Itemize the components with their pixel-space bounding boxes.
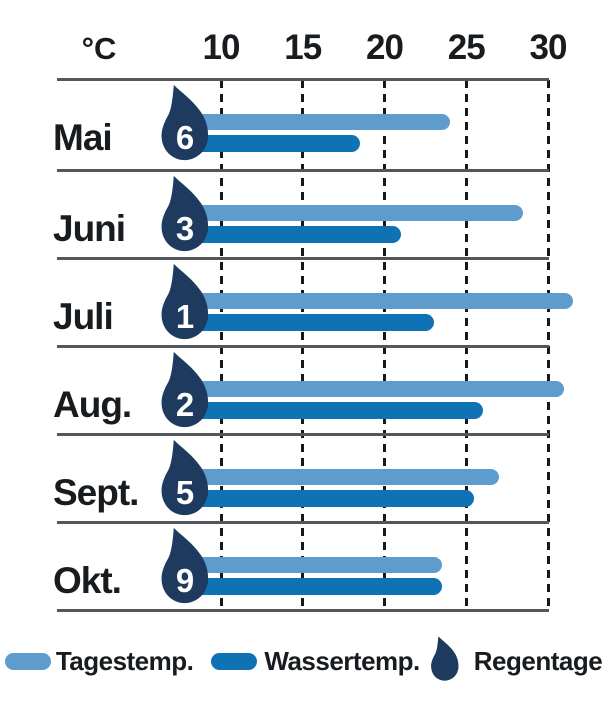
grid-line-vertical (301, 80, 305, 609)
raindrop-icon: 3 (158, 174, 214, 253)
axis-tick-label: 10 (202, 28, 241, 67)
axis-line-horizontal (57, 521, 549, 524)
raindrop-icon: 9 (158, 526, 214, 605)
water-temp-legend-label: Wassertemp. (264, 645, 420, 676)
water-temp-bar (183, 314, 434, 331)
water-temp-swatch (211, 652, 258, 670)
month-label: Sept. (53, 472, 139, 513)
raindrop-icon: 5 (158, 438, 214, 517)
month-label: Aug. (53, 384, 132, 425)
water-temp-bar (183, 135, 360, 152)
month-label: Juni (53, 208, 126, 249)
axis-tick-label: 25 (447, 28, 486, 67)
rain-days-count: 1 (176, 298, 194, 335)
axis-unit-label: °C (81, 31, 117, 66)
water-temp-bar (183, 490, 475, 507)
day-temp-bar (183, 205, 524, 221)
day-temp-bar (183, 381, 565, 397)
raindrop-icon (430, 635, 459, 681)
axis-line-horizontal (57, 609, 549, 612)
month-label: Juli (53, 296, 114, 337)
rain-days-count: 5 (176, 474, 194, 511)
rain-days-count: 9 (176, 562, 194, 599)
day-temp-legend-label: Tagestemp. (55, 645, 194, 676)
rain-days-legend-label: Regentage (473, 645, 603, 676)
rain-days-count: 2 (176, 386, 194, 423)
rain-days-count: 3 (176, 210, 194, 247)
grid-line-vertical (383, 80, 386, 609)
axis-line-horizontal (57, 169, 549, 172)
water-temp-bar (183, 402, 483, 419)
grid-line-vertical (464, 80, 468, 609)
axis-tick-label: 20 (366, 28, 404, 67)
day-temp-bar (183, 293, 573, 309)
water-temp-bar (183, 226, 401, 243)
legend: Tagestemp. Wassertemp. Regentage (0, 630, 607, 692)
raindrop-icon: 1 (158, 262, 214, 341)
grid-line-vertical (219, 80, 223, 609)
day-temp-bar (183, 557, 442, 573)
day-temp-bar (183, 114, 450, 130)
month-label: Okt. (53, 560, 122, 601)
axis-tick-label: 15 (284, 28, 322, 67)
rain-days-count: 6 (176, 119, 194, 156)
raindrop-icon: 6 (158, 83, 214, 162)
axis-line-horizontal (57, 345, 549, 348)
axis-line-horizontal (57, 257, 549, 260)
raindrop-icon: 2 (158, 350, 214, 429)
grid-line-vertical (546, 80, 550, 609)
day-temp-swatch (4, 652, 51, 670)
water-temp-bar (183, 578, 442, 595)
day-temp-bar (183, 469, 499, 485)
month-label: Mai (53, 117, 113, 158)
axis-line-horizontal (57, 78, 549, 81)
axis-line-horizontal (57, 433, 549, 436)
axis-tick-label: 30 (529, 28, 568, 67)
